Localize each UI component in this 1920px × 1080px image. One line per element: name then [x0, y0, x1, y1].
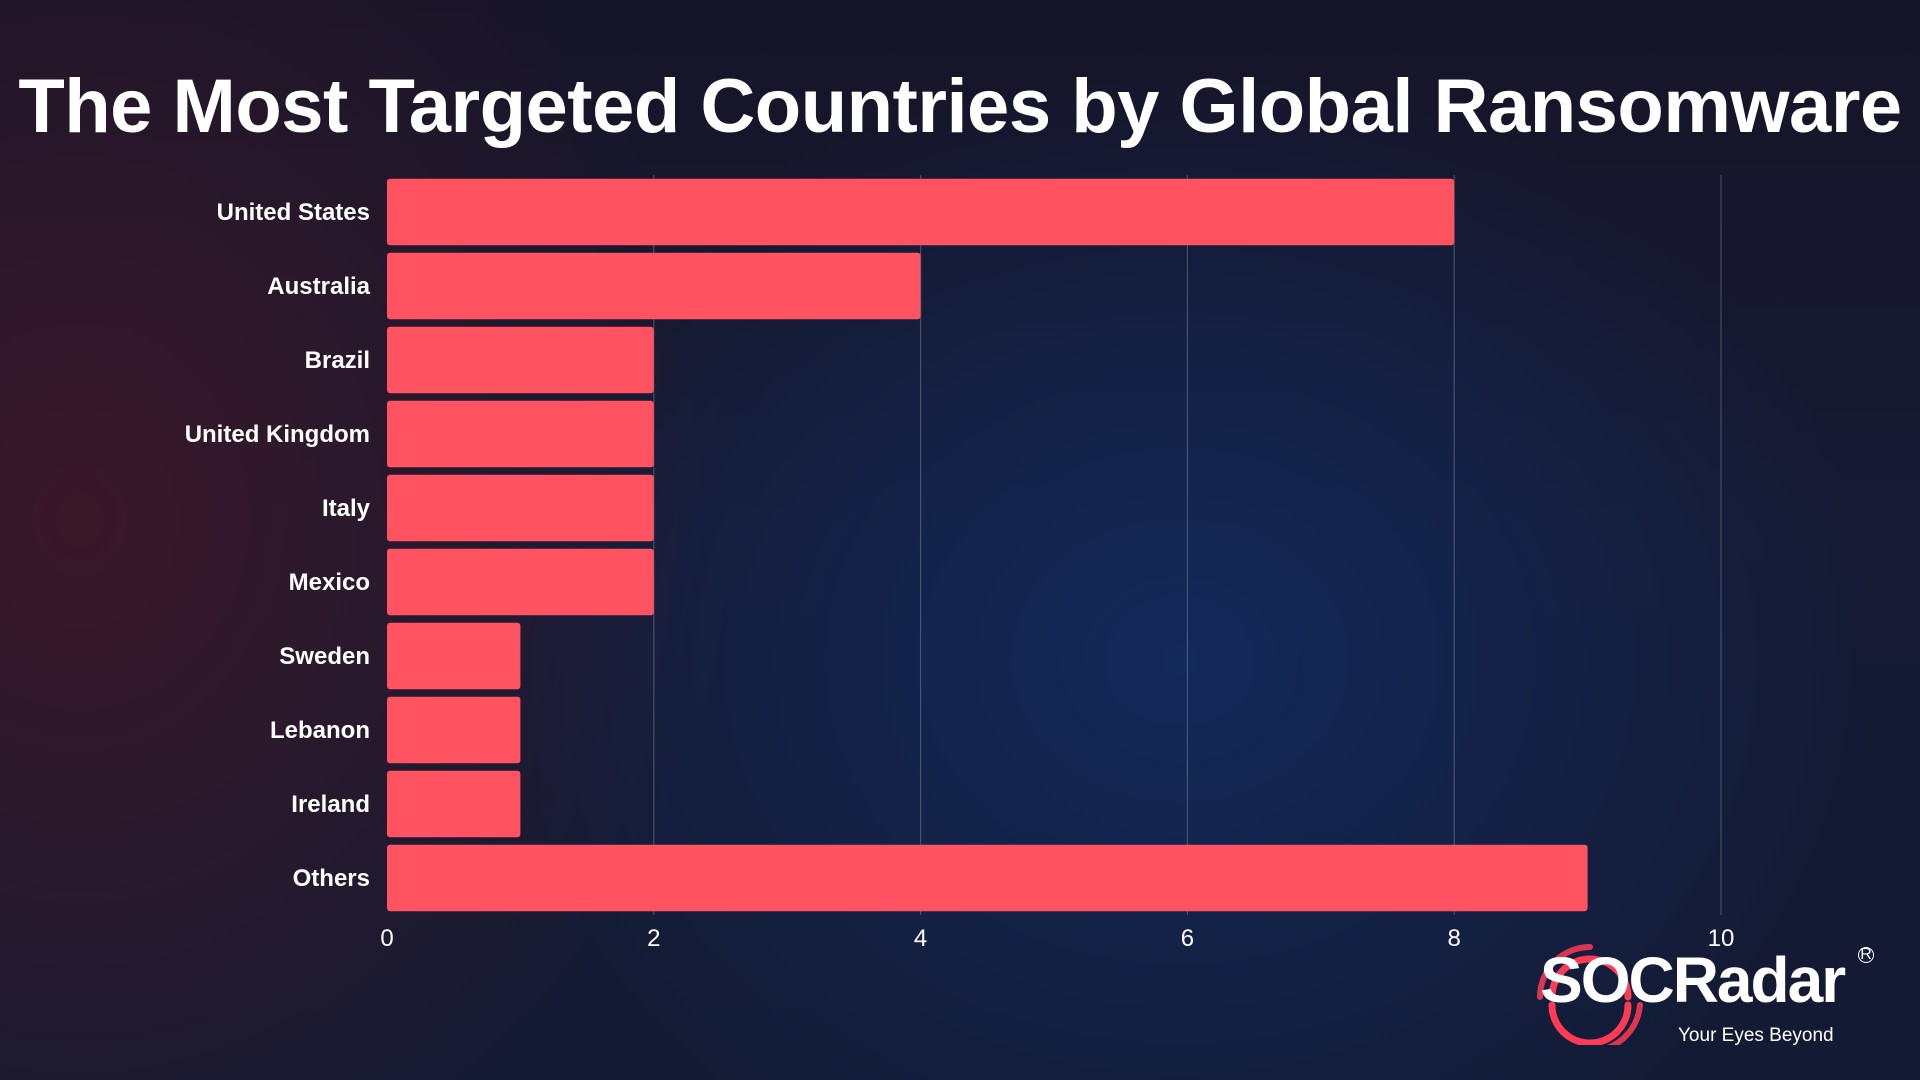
bar-sweden [387, 622, 521, 690]
category-label: United Kingdom [185, 421, 370, 448]
bar-united-states [387, 178, 1455, 246]
category-label: Australia [267, 273, 370, 300]
category-label: Italy [322, 495, 371, 522]
category-label: United States [217, 199, 370, 226]
category-label: Brazil [305, 347, 370, 374]
bar-lebanon [387, 696, 521, 764]
x-tick-label: 10 [1708, 925, 1735, 952]
bars [387, 178, 1588, 912]
category-label: Mexico [289, 569, 370, 596]
bar-brazil [387, 326, 654, 394]
bar-others [387, 844, 1588, 912]
category-label: Others [293, 865, 370, 892]
x-tick-label: 6 [1181, 925, 1194, 952]
bar-mexico [387, 548, 654, 616]
bar-ireland [387, 770, 521, 838]
x-tick-label: 0 [380, 925, 393, 952]
socradar-logo: SOCRadar R Your Eyes Beyond [1537, 944, 1880, 1055]
registered-mark: R [1858, 947, 1874, 963]
category-label: Ireland [291, 791, 370, 818]
brand-name: SOCRadar [1540, 944, 1846, 1016]
bar-italy [387, 474, 654, 542]
brand-tagline: Your Eyes Beyond [1678, 1025, 1834, 1046]
radar-arcs-icon [1537, 944, 1643, 1045]
chart-title: The Most Targeted Countries by Global Ra… [18, 64, 1902, 149]
bar-united-kingdom [387, 400, 654, 468]
category-label: Lebanon [270, 717, 370, 744]
category-labels: United States Australia Brazil United Kingd… [185, 199, 371, 892]
bar-australia [387, 252, 921, 320]
x-tick-label: 4 [914, 925, 927, 952]
x-axis-ticks: 0 2 4 6 8 10 [380, 925, 1734, 952]
x-tick-label: 2 [647, 925, 660, 952]
category-label: Sweden [279, 643, 370, 670]
x-tick-label: 8 [1448, 925, 1461, 952]
